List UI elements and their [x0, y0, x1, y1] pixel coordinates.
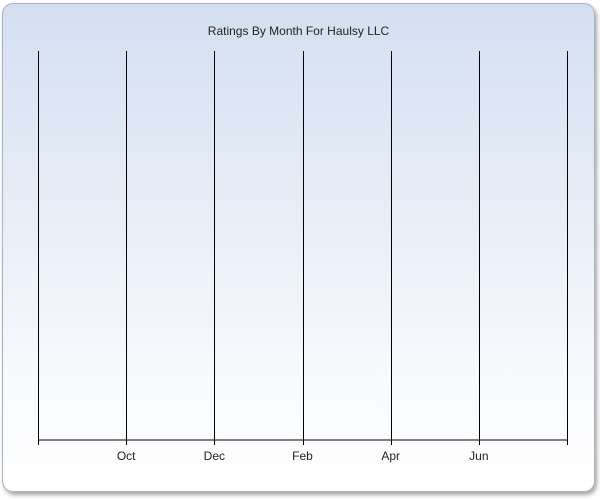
vertical-gridlines — [38, 51, 568, 440]
x-axis-ticks — [38, 440, 568, 445]
x-tick-label: Dec — [204, 449, 225, 463]
x-tick-label: Feb — [292, 449, 313, 463]
x-axis-tick-labels: Oct Dec Feb Apr Jun — [117, 449, 489, 463]
x-tick-label: Oct — [117, 449, 136, 463]
x-tick-label: Jun — [469, 449, 488, 463]
chart-frame: Ratings By Month For Haulsy LLC — [2, 3, 595, 492]
chart-title: Ratings By Month For Haulsy LLC — [207, 24, 390, 38]
x-tick-label: Apr — [381, 449, 400, 463]
